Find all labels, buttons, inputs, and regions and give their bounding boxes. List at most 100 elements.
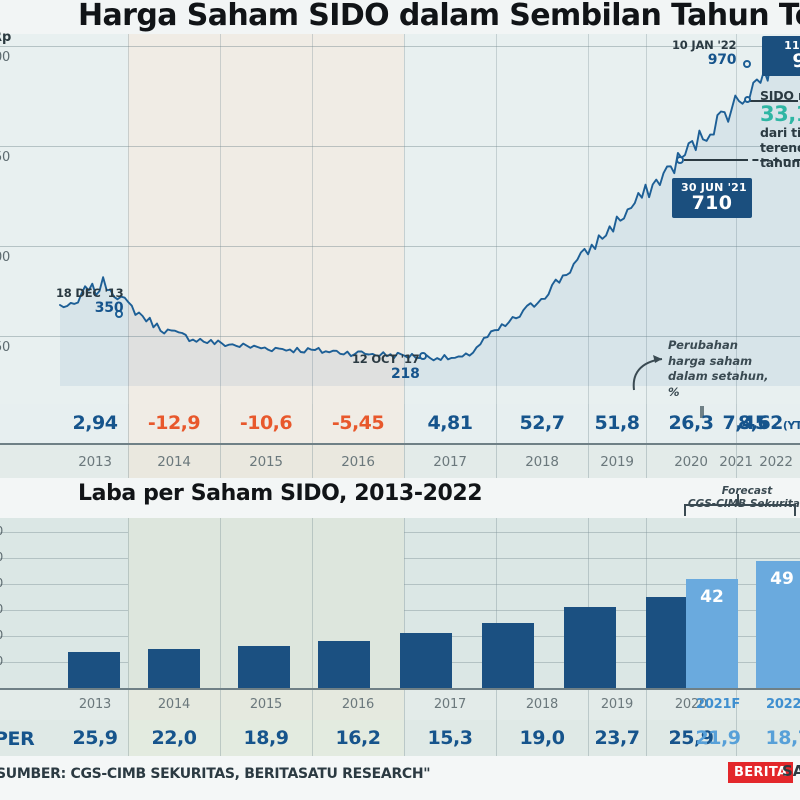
marker-value-2022-peak: 970 — [707, 52, 737, 68]
change-note-line1: Perubahan — [668, 338, 738, 352]
eps-chart-panel: Laba per Saham SIDO, 2013-2022 Forecast … — [0, 478, 800, 756]
eps-y-tick-20: 20 — [0, 628, 3, 642]
per-2021f: 21,9 — [695, 727, 741, 749]
eps-bar-2018 — [482, 623, 534, 688]
price-plot-area: Rp 900 750 600 450 18 DEC '13 350 12 OCT… — [0, 30, 800, 418]
gain-note-line4: terenda — [760, 140, 800, 156]
eps-year-2017: 2017 — [433, 697, 467, 712]
eps-chart-title: Laba per Saham SIDO, 2013-2022 — [78, 481, 483, 506]
eps-y-tick-30: 30 — [0, 602, 3, 616]
connector-2021 — [684, 159, 742, 161]
forecast-bracket-stem — [737, 494, 739, 506]
annual-change-2017: 4,81 — [427, 412, 473, 434]
eps-year-2015: 2015 — [249, 697, 283, 712]
per-2014: 22,0 — [151, 727, 197, 749]
annual-change-2022-value: 8,62 — [738, 412, 783, 434]
annual-change-2022-suffix: (YT — [782, 419, 800, 432]
eps-year-2021f: 2021F — [695, 697, 741, 712]
eps-bar-2017 — [400, 633, 452, 688]
year-axis-bottom: 2013 2014 2015 2016 2017 2018 2019 2020 … — [0, 690, 800, 720]
y-tick-450: 450 — [0, 340, 10, 355]
per-2022f: 18,7 — [765, 727, 800, 749]
eps-year-2018: 2018 — [525, 697, 559, 712]
per-2016: 16,2 — [335, 727, 381, 749]
brand-logo-tail: SA — [782, 762, 800, 780]
axis-rule-top — [0, 443, 800, 445]
eps-year-2019: 2019 — [600, 697, 634, 712]
source-note: SUMBER: CGS-CIMB SEKURITAS, BERITASATU R… — [0, 766, 431, 782]
change-note-line4: % — [668, 384, 680, 399]
callout-2021-value: 710 — [691, 192, 733, 214]
axis-rule-bottom — [0, 688, 800, 690]
eps-bar-2015 — [238, 646, 290, 688]
gain-note-line3: dari tit — [760, 125, 800, 141]
marker-date-2022-peak: 10 JAN '22 — [672, 38, 737, 52]
annual-change-2018: 52,7 — [519, 412, 565, 434]
per-2019: 23,7 — [594, 727, 640, 749]
change-note-arrow-icon — [632, 355, 663, 391]
year-axis-top: 2013 2014 2015 2016 2017 2018 2019 2020 … — [0, 445, 800, 478]
eps-bar-label-2021f: 42 — [700, 586, 724, 607]
eps-plot-area: 60 50 40 30 20 10 — [0, 494, 800, 688]
year-label-2014: 2014 — [157, 454, 191, 470]
annual-change-row: 2,94 -12,9 -10,6 -5,45 4,81 52,7 51,8 26… — [0, 404, 800, 444]
gain-note-value: 33,1 — [760, 102, 800, 126]
annual-change-2013: 2,94 — [72, 412, 118, 434]
year-label-2013: 2013 — [78, 454, 112, 470]
year-label-2022: 2022 — [759, 454, 793, 470]
callout-2021: 30 JUN '21 710 — [672, 178, 752, 218]
eps-y-tick-10: 10 — [0, 654, 3, 668]
price-chart-panel: Harga Saham SIDO dalam Sembilan Tahun Te… — [0, 0, 800, 478]
marker-date-2013: 18 DEC '13 — [56, 286, 124, 300]
year-label-2018: 2018 — [525, 454, 559, 470]
marker-dot-2021 — [676, 156, 684, 164]
callout-2022-date: 11 FEB — [784, 39, 800, 52]
eps-year-2020: 2020 — [674, 697, 708, 712]
connector-2022 — [750, 100, 798, 102]
per-2015: 18,9 — [243, 727, 289, 749]
eps-year-2013: 2013 — [78, 697, 112, 712]
footer: SUMBER: CGS-CIMB SEKURITAS, BERITASATU R… — [0, 756, 800, 800]
marker-dot-2017 — [419, 352, 427, 360]
title-band — [0, 0, 800, 34]
per-2013: 25,9 — [72, 727, 118, 749]
annual-change-2019: 51,8 — [594, 412, 640, 434]
y-axis-unit: Rp — [0, 30, 12, 45]
eps-bar-2013 — [68, 651, 120, 688]
eps-year-2014: 2014 — [157, 697, 191, 712]
marker-dot-2022-latest — [744, 96, 751, 103]
annual-change-2014: -12,9 — [147, 412, 201, 434]
year-label-2016: 2016 — [341, 454, 375, 470]
marker-value-2017: 218 — [390, 366, 420, 382]
eps-y-tick-60: 60 — [0, 524, 3, 538]
y-tick-600: 600 — [0, 250, 10, 265]
forecast-bracket — [684, 504, 796, 516]
eps-bar-2022f — [756, 560, 800, 688]
annual-change-2022: 8,62(YT — [738, 412, 800, 434]
brand-logo-badge: BERITA — [728, 762, 794, 783]
gain-note: SIDO na 33,1 dari tit terenda tahun la — [760, 88, 800, 170]
per-2020: 25,9 — [668, 727, 714, 749]
y-tick-750: 750 — [0, 150, 10, 165]
y-tick-900: 900 — [0, 50, 10, 65]
change-note-line2: harga saham — [668, 353, 753, 368]
marker-dot-2013 — [115, 310, 123, 318]
eps-bar-2021f — [686, 578, 738, 688]
change-note: Perubahan harga saham dalam setahun, % — [668, 338, 769, 400]
subtitle-band — [0, 478, 800, 518]
eps-bar-label-2022f: 49 — [770, 568, 794, 589]
year-label-2015: 2015 — [249, 454, 283, 470]
year-label-2021: 2021 — [719, 454, 753, 470]
highlight-band-2014-2016 — [128, 34, 404, 404]
annual-change-2015: -10,6 — [239, 412, 293, 434]
change-note-line3: dalam setahun, — [668, 369, 769, 384]
per-row-label: PER — [0, 728, 35, 750]
marker-dot-2022-peak — [743, 60, 751, 68]
forecast-label-line1: Forecast — [721, 485, 773, 497]
gain-note-line1: SIDO na — [760, 88, 800, 103]
annual-change-2016: -5,45 — [331, 412, 385, 434]
eps-bar-2014 — [148, 649, 200, 688]
connector-2021-dashed — [742, 159, 800, 161]
